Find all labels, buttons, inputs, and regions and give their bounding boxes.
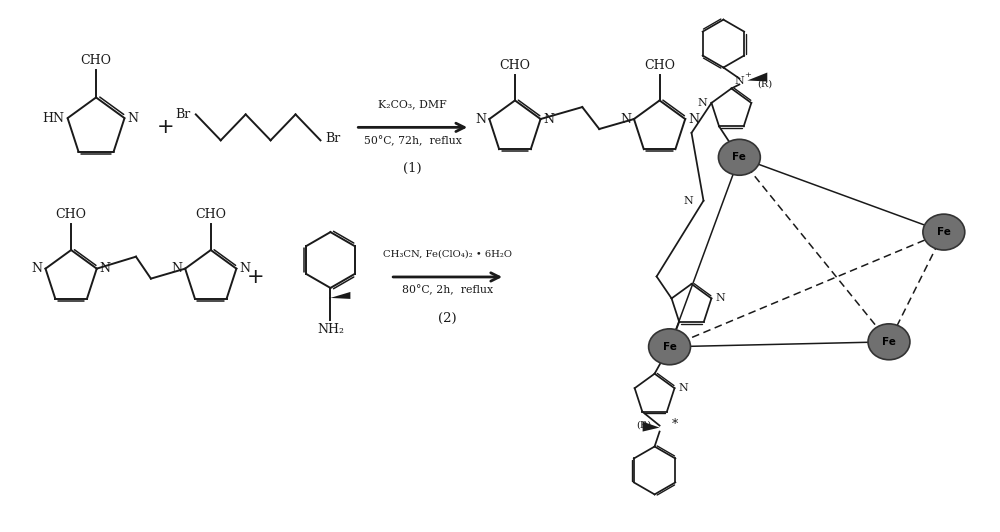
Polygon shape: [330, 292, 350, 299]
Text: (2): (2): [438, 312, 457, 325]
Ellipse shape: [868, 324, 910, 360]
Ellipse shape: [649, 329, 691, 365]
Text: N: N: [239, 262, 250, 275]
Text: HN: HN: [43, 112, 65, 124]
Text: (1): (1): [403, 162, 422, 175]
Text: +: +: [247, 267, 264, 287]
Text: Fe: Fe: [882, 337, 896, 347]
Text: N: N: [698, 98, 707, 108]
Text: N: N: [32, 262, 43, 275]
Ellipse shape: [923, 214, 965, 250]
Polygon shape: [643, 421, 660, 431]
Text: CH₃CN, Fe(ClO₄)₂ • 6H₂O: CH₃CN, Fe(ClO₄)₂ • 6H₂O: [383, 250, 512, 259]
Text: N: N: [679, 383, 688, 393]
Text: +: +: [157, 118, 175, 137]
Text: 80°C, 2h,  reflux: 80°C, 2h, reflux: [402, 285, 493, 296]
Text: Br: Br: [176, 108, 191, 121]
Text: CHO: CHO: [56, 208, 87, 221]
Text: +: +: [744, 71, 751, 79]
Text: CHO: CHO: [81, 54, 112, 66]
Text: (R): (R): [757, 80, 772, 89]
Text: N: N: [475, 113, 486, 126]
Text: N: N: [715, 294, 725, 303]
Text: (R): (R): [636, 420, 652, 429]
Text: Fe: Fe: [663, 342, 676, 352]
Text: Br: Br: [325, 132, 341, 145]
Text: Fe: Fe: [732, 152, 746, 162]
Text: N: N: [171, 262, 182, 275]
Text: CHO: CHO: [195, 208, 226, 221]
Text: CHO: CHO: [644, 59, 675, 71]
Text: *: *: [671, 418, 678, 431]
Text: N: N: [128, 112, 139, 124]
Text: 50°C, 72h,  reflux: 50°C, 72h, reflux: [364, 135, 462, 146]
Text: N: N: [734, 77, 744, 87]
Text: N: N: [688, 113, 699, 126]
Text: N: N: [620, 113, 631, 126]
Text: Fe: Fe: [937, 227, 951, 237]
Text: K₂CO₃, DMF: K₂CO₃, DMF: [378, 99, 447, 110]
Text: CHO: CHO: [499, 59, 530, 71]
Text: N: N: [544, 113, 555, 126]
Polygon shape: [747, 72, 767, 81]
Text: NH₂: NH₂: [317, 323, 344, 336]
Text: N: N: [100, 262, 111, 275]
Text: N: N: [684, 196, 694, 206]
Ellipse shape: [718, 139, 760, 175]
